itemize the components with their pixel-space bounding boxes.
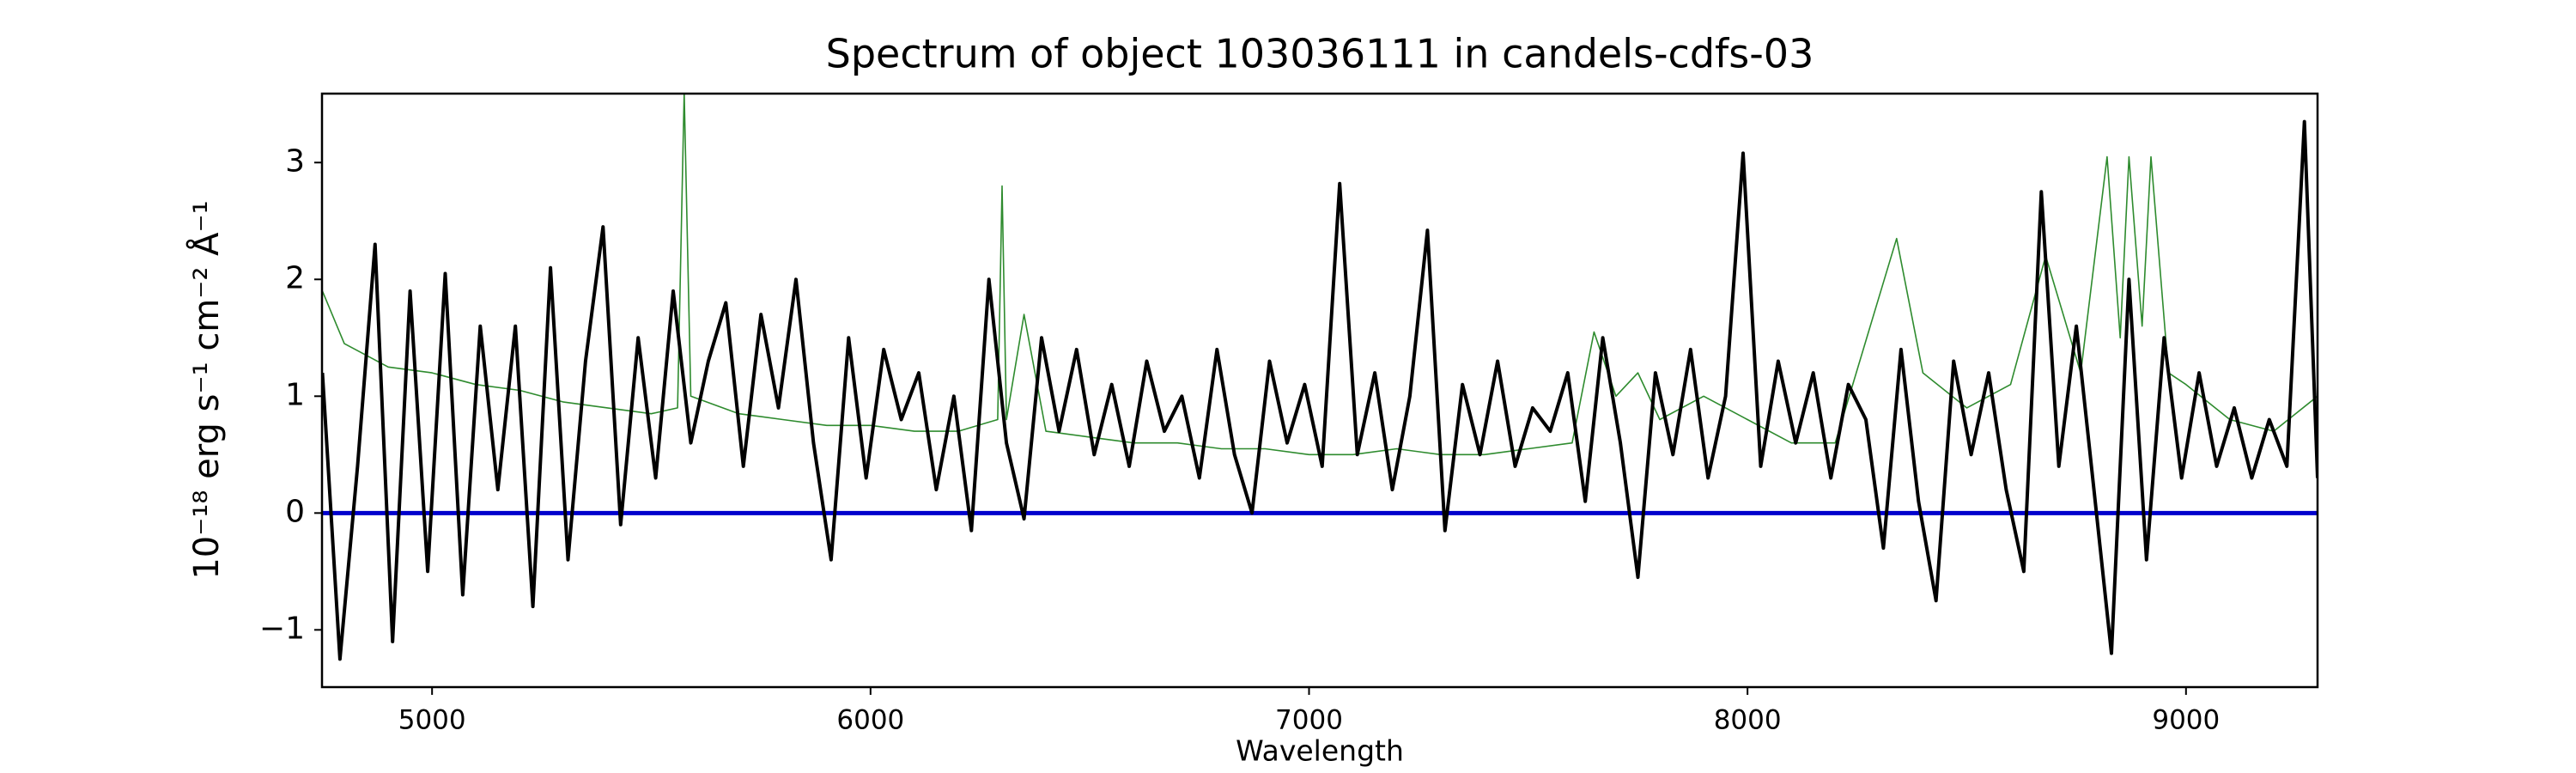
y-tick-label: 2 xyxy=(285,260,305,295)
axes-frame xyxy=(320,92,2319,689)
y-axis-label: 10⁻¹⁸ erg s⁻¹ cm⁻² Å⁻¹ xyxy=(185,200,227,579)
y-tick-label: −1 xyxy=(259,611,305,646)
x-axis-label: Wavelength xyxy=(1236,734,1404,768)
x-tick-label: 7000 xyxy=(1275,705,1343,736)
x-tick-label: 8000 xyxy=(1714,705,1782,736)
plot-area xyxy=(322,94,2318,661)
y-tick-label: 3 xyxy=(285,143,305,179)
y-tick-label: 0 xyxy=(285,494,305,529)
chart-title: Spectrum of object 103036111 in candels-… xyxy=(826,31,1814,77)
y-tick-label: 1 xyxy=(285,377,305,412)
series-line xyxy=(322,119,2318,661)
x-tick-label: 6000 xyxy=(836,705,904,736)
x-tick-label: 9000 xyxy=(2152,705,2220,736)
series-line xyxy=(322,94,2318,456)
x-tick-label: 5000 xyxy=(398,705,466,736)
